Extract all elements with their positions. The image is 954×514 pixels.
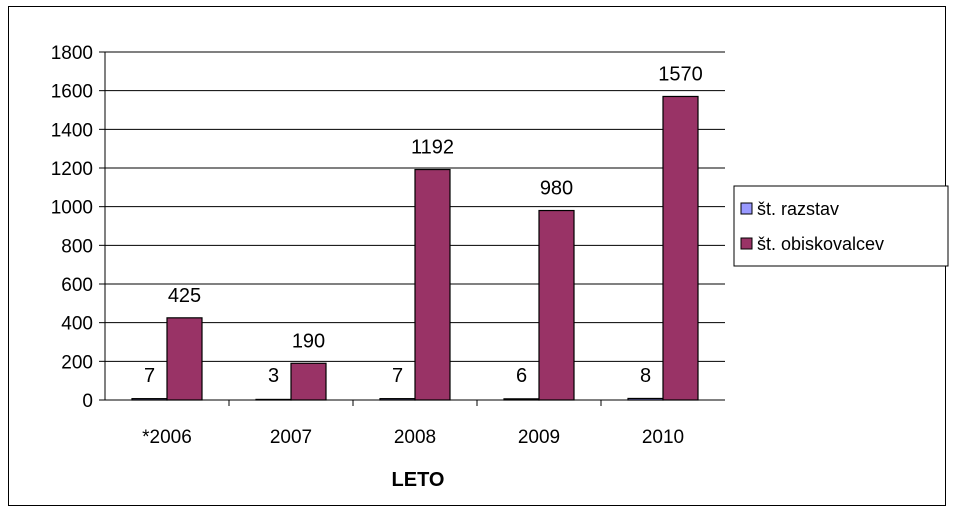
x-tick-label-2006: *2006 — [142, 427, 192, 448]
y-tick-label-800: 800 — [61, 236, 93, 257]
x-axis-title: LETO — [392, 469, 445, 491]
data-label-obiskovalcev-2009: 980 — [540, 178, 573, 200]
data-label-obiskovalcev-2008: 1192 — [411, 137, 454, 159]
bar-obiskovalcev-2006 — [166, 317, 203, 401]
y-tick-label-1000: 1000 — [51, 198, 93, 219]
y-tick-label-0: 0 — [82, 391, 93, 412]
data-label-obiskovalcev-2010: 1570 — [658, 63, 703, 85]
legend-box — [733, 185, 949, 267]
legend: št. razstav št. obiskovalcev — [733, 185, 949, 267]
bar-obiskovalcev-2008 — [414, 168, 451, 401]
legend-swatch-razstav — [740, 202, 753, 215]
axes — [99, 51, 725, 406]
y-tick-label-1200: 1200 — [51, 159, 93, 180]
bar-obiskovalcev-2009 — [538, 209, 575, 401]
legend-label-obiskovalcev: št. obiskovalcev — [757, 234, 884, 254]
y-tick-label-200: 200 — [61, 352, 93, 373]
data-labels: 7 425 3 190 7 1192 6 980 8 1570 — [144, 63, 703, 387]
bars — [131, 95, 699, 401]
x-tick-label-2007: 2007 — [270, 427, 312, 448]
bar-obiskovalcev-2010 — [662, 95, 699, 401]
data-label-obiskovalcev-2007: 190 — [292, 330, 325, 352]
x-tick-label-2009: 2009 — [518, 427, 560, 448]
data-label-razstav-2009: 6 — [516, 365, 527, 387]
y-tick-label-600: 600 — [61, 275, 93, 296]
x-tick-label-2010: 2010 — [642, 427, 684, 448]
y-tick-label-1600: 1600 — [51, 82, 93, 103]
y-tick-label-400: 400 — [61, 314, 93, 335]
tick-labels: 0 200 400 600 800 1000 1200 1400 1600 1800 *2006 20… — [51, 43, 684, 448]
data-label-razstav-2010: 8 — [640, 365, 651, 387]
data-label-razstav-2006: 7 — [144, 365, 155, 387]
y-tick-label-1800: 1800 — [51, 43, 93, 64]
data-label-razstav-2007: 3 — [268, 365, 279, 387]
data-label-obiskovalcev-2006: 425 — [168, 285, 201, 307]
y-tick-label-1400: 1400 — [51, 120, 93, 141]
legend-label-razstav: št. razstav — [757, 199, 839, 219]
x-tick-label-2008: 2008 — [394, 427, 436, 448]
legend-swatch-obiskovalcev — [740, 237, 753, 250]
data-label-razstav-2008: 7 — [392, 365, 403, 387]
gridlines — [105, 51, 725, 362]
bar-obiskovalcev-2007 — [290, 362, 327, 401]
